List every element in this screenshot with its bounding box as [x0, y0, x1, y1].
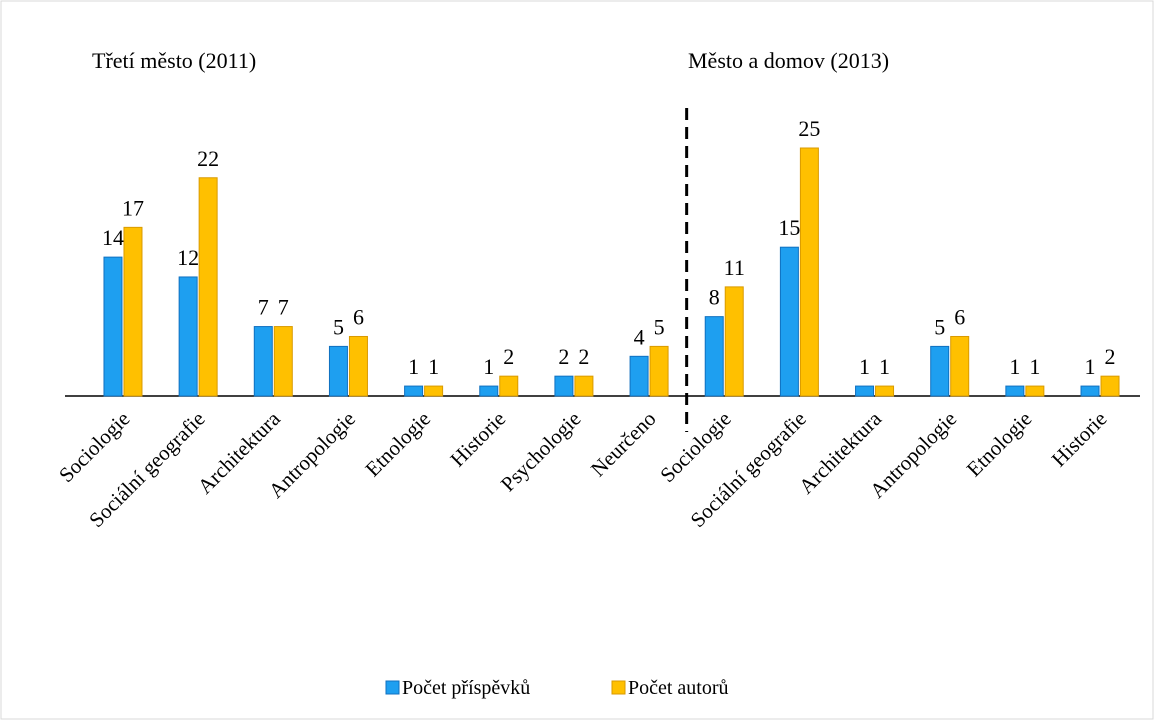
bar: [1080, 385, 1100, 397]
data-label: 6: [353, 304, 364, 329]
bar: [930, 345, 950, 397]
data-label: 1: [879, 354, 890, 379]
data-label: 22: [197, 146, 219, 171]
bar: [724, 286, 744, 397]
data-label: 25: [798, 116, 820, 141]
bar: [273, 326, 293, 397]
bar: [704, 316, 724, 397]
bar: [123, 226, 143, 397]
bar: [649, 345, 669, 397]
data-label: 5: [333, 314, 344, 339]
data-label: 8: [709, 285, 720, 310]
bar: [479, 385, 499, 397]
data-label: 17: [122, 195, 144, 220]
bar: [424, 385, 444, 397]
bar: [499, 375, 519, 397]
data-label: 4: [634, 324, 645, 349]
group-title: Město a domov (2013): [688, 48, 889, 73]
data-label: 12: [177, 245, 199, 270]
data-label: 7: [258, 295, 269, 320]
bar: [799, 147, 819, 397]
data-label: 1: [859, 354, 870, 379]
data-label: 1: [408, 354, 419, 379]
bar: [574, 375, 594, 397]
bar: [554, 375, 574, 397]
data-label: 5: [934, 314, 945, 339]
bar: [629, 355, 649, 397]
bar: [328, 345, 348, 397]
data-label: 15: [778, 215, 800, 240]
bar: [178, 276, 198, 397]
data-label: 2: [1105, 344, 1116, 369]
legend-label: Počet příspěvků: [402, 677, 530, 699]
data-label: 1: [1009, 354, 1020, 379]
bar: [1025, 385, 1045, 397]
data-label: 5: [654, 314, 665, 339]
bar: [950, 335, 970, 397]
data-label: 7: [278, 295, 289, 320]
bar: [1005, 385, 1025, 397]
data-label: 1: [1029, 354, 1040, 379]
legend-label: Počet autorů: [628, 677, 729, 699]
data-label: 2: [503, 344, 514, 369]
bar: [855, 385, 875, 397]
bar: [1100, 375, 1120, 397]
bar: [348, 335, 368, 397]
data-label: 6: [954, 304, 965, 329]
data-label: 14: [102, 225, 124, 250]
data-label: 2: [578, 344, 589, 369]
bar: [103, 256, 123, 397]
data-label: 2: [558, 344, 569, 369]
bar: [253, 326, 273, 397]
bar: [404, 385, 424, 397]
bar: [779, 246, 799, 397]
data-label: 11: [724, 255, 745, 280]
bar: [198, 177, 218, 397]
data-label: 1: [1085, 354, 1096, 379]
data-label: 1: [428, 354, 439, 379]
legend-swatch: [611, 680, 626, 695]
group-title: Třetí město (2011): [92, 48, 256, 73]
bar: [875, 385, 895, 397]
legend-swatch: [385, 680, 400, 695]
data-label: 1: [483, 354, 494, 379]
